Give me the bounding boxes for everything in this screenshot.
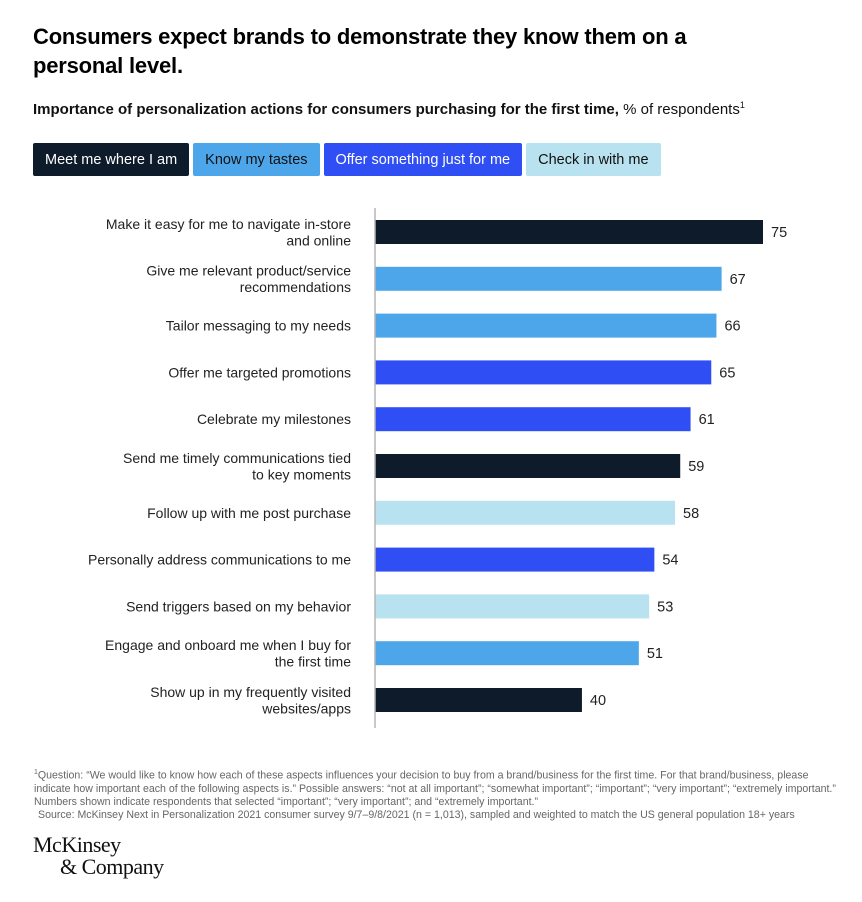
chart-title: Consumers expect brands to demonstrate t… — [33, 24, 687, 78]
legend-item-meet-me-where-i-am[interactable]: Meet me where I am — [33, 143, 190, 176]
category-label: Offer me targeted promotions — [168, 364, 351, 380]
bar — [375, 313, 717, 338]
legend: Meet me where I am Know my tastes Offer … — [33, 143, 661, 176]
category-label: Personally address communications to me — [88, 552, 351, 568]
category-label: Show up in my frequently visited websites… — [150, 684, 351, 717]
bar — [375, 641, 639, 666]
category-label: Follow up with me post purchase — [147, 505, 351, 521]
subtitle-bold: Importance of personalization actions fo… — [33, 101, 619, 118]
mckinsey-logo: McKinsey & Company — [33, 834, 164, 878]
chart-subtitle: Importance of personalization actions fo… — [33, 95, 745, 120]
legend-label: Offer something just for me — [335, 151, 511, 168]
legend-item-offer-something-just-for-me[interactable]: Offer something just for me — [323, 143, 523, 176]
subtitle-unit: % of respondents — [618, 101, 740, 118]
category-label: Give me relevant product/service recommen… — [146, 263, 351, 296]
legend-label: Check in with me — [538, 151, 649, 168]
bar — [375, 407, 691, 432]
bar — [375, 360, 712, 385]
footnote: 1Question: “We would like to know how ea… — [34, 766, 844, 822]
legend-item-know-my-tastes[interactable]: Know my tastes — [193, 143, 320, 176]
bar — [375, 454, 681, 478]
value-label: 58 — [683, 506, 699, 522]
value-label: 67 — [730, 272, 746, 288]
footnote-question: Question: “We would like to know how eac… — [34, 769, 836, 808]
bar — [375, 594, 650, 619]
value-label: 54 — [662, 553, 678, 569]
footnote-source: Source: McKinsey Next in Personalization… — [38, 808, 795, 821]
bar — [375, 688, 582, 712]
legend-item-check-in-with-me[interactable]: Check in with me — [526, 143, 661, 176]
bar — [375, 220, 763, 244]
bar — [375, 500, 676, 525]
category-label: Tailor messaging to my needs — [166, 318, 351, 334]
legend-label: Meet me where I am — [45, 151, 178, 168]
category-label: Engage and onboard me when I buy for the … — [105, 637, 351, 670]
value-label: 53 — [657, 599, 673, 615]
category-label: Send triggers based on my behavior — [126, 598, 351, 614]
value-label: 40 — [590, 693, 606, 709]
value-label: 66 — [724, 319, 740, 335]
value-label: 59 — [688, 459, 704, 475]
footnote-marker: 1 — [34, 769, 38, 776]
logo-line-1: McKinsey — [33, 832, 121, 857]
value-label: 65 — [719, 365, 735, 381]
bar — [375, 266, 722, 291]
value-label: 51 — [647, 646, 663, 662]
subtitle-footnote-marker: 1 — [739, 100, 745, 110]
value-label: 75 — [771, 225, 787, 241]
category-label: Celebrate my milestones — [197, 411, 351, 427]
bar — [375, 547, 655, 572]
bar-chart: 75 Make it easy for me to navigate in-sto… — [88, 208, 787, 728]
category-label: Make it easy for me to navigate in-store… — [106, 216, 351, 249]
legend-label: Know my tastes — [205, 151, 308, 168]
value-label: 61 — [699, 412, 715, 428]
category-label: Send me timely communications tied to key… — [123, 450, 351, 483]
logo-line-2: & Company — [60, 854, 164, 879]
